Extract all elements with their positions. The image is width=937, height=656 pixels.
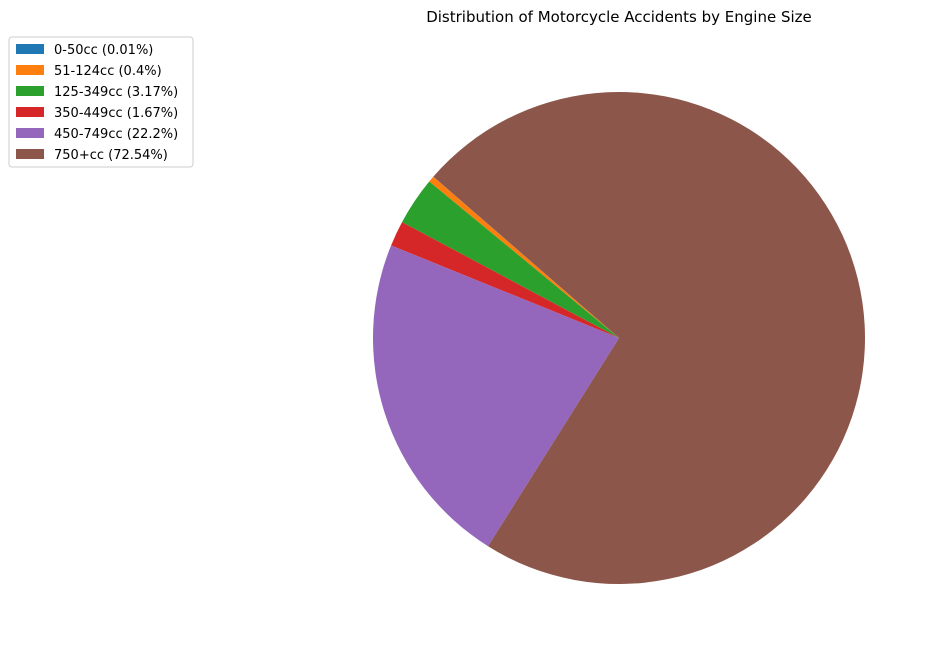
pie-slice-3	[391, 222, 619, 338]
legend-label-1: 51-124cc (0.4%)	[54, 64, 162, 79]
legend-swatch-5	[16, 149, 44, 159]
pie-slice-0	[433, 176, 619, 338]
legend-swatch-0	[16, 44, 44, 54]
pie-slice-4	[372, 245, 619, 547]
legend-label-5: 750+cc (72.54%)	[54, 148, 168, 163]
pie-slices	[372, 91, 865, 584]
pie-slice-5	[433, 91, 865, 584]
legend-box	[8, 36, 194, 168]
legend-swatch-2	[16, 86, 44, 96]
legend-items: 0-50cc (0.01%) 51-124cc (0.4%) 125-349cc (…	[16, 43, 178, 163]
pie-slice-2	[402, 181, 619, 338]
legend-label-3: 350-449cc (1.67%)	[54, 106, 178, 121]
legend: 0-50cc (0.01%) 51-124cc (0.4%) 125-349cc (…	[8, 36, 194, 168]
legend-swatch-4	[16, 128, 44, 138]
legend-swatch-1	[16, 65, 44, 75]
legend-swatch-3	[16, 107, 44, 117]
pie-slice-1	[429, 176, 619, 338]
legend-label-2: 125-349cc (3.17%)	[54, 85, 178, 100]
chart-title: Distribution of Motorcycle Accidents by …	[426, 8, 812, 26]
legend-label-4: 450-749cc (22.2%)	[54, 127, 178, 142]
legend-label-0: 0-50cc (0.01%)	[54, 43, 153, 58]
